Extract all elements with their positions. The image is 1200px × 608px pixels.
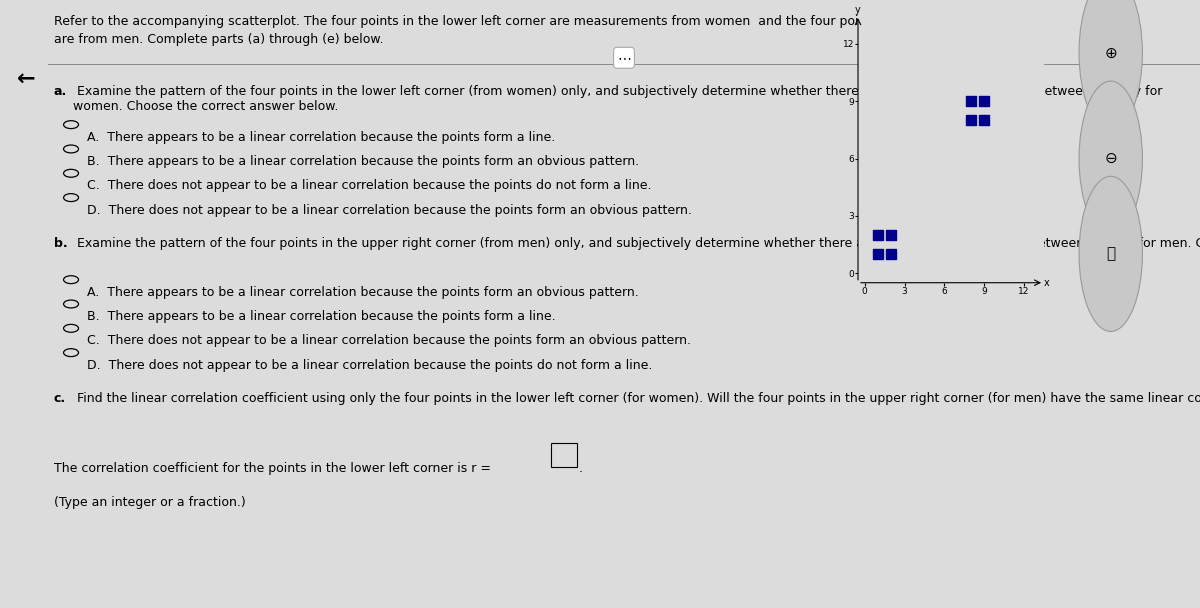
Text: ←: ← bbox=[17, 69, 36, 89]
Circle shape bbox=[1079, 0, 1142, 131]
Text: ⋯: ⋯ bbox=[617, 50, 631, 65]
Text: Find the linear correlation coefficient using only the four points in the lower : Find the linear correlation coefficient … bbox=[73, 392, 1200, 405]
Circle shape bbox=[1079, 81, 1142, 237]
Text: C.  There does not appear to be a linear correlation because the points do not f: C. There does not appear to be a linear … bbox=[88, 179, 652, 192]
Text: B.  There appears to be a linear correlation because the points form a line.: B. There appears to be a linear correlat… bbox=[88, 310, 556, 323]
Text: y: y bbox=[856, 5, 860, 15]
Text: D.  There does not appear to be a linear correlation because the points do not f: D. There does not appear to be a linear … bbox=[88, 359, 653, 371]
Text: C.  There does not appear to be a linear correlation because the points form an : C. There does not appear to be a linear … bbox=[88, 334, 691, 347]
Text: c.: c. bbox=[54, 392, 66, 405]
Point bbox=[961, 116, 980, 125]
Text: A.  There appears to be a linear correlation because the points form a line.: A. There appears to be a linear correlat… bbox=[88, 131, 556, 143]
Text: Examine the pattern of the four points in the upper right corner (from men) only: Examine the pattern of the four points i… bbox=[73, 237, 1200, 250]
Point bbox=[882, 249, 901, 259]
Bar bbox=[552, 443, 577, 467]
Text: ⊖: ⊖ bbox=[1104, 151, 1117, 166]
Point bbox=[869, 230, 888, 240]
Text: Refer to the accompanying scatterplot. The four points in the lower left corner : Refer to the accompanying scatterplot. T… bbox=[54, 15, 1036, 28]
Text: B.  There appears to be a linear correlation because the points form an obvious : B. There appears to be a linear correlat… bbox=[88, 155, 640, 168]
Point bbox=[869, 249, 888, 259]
Text: The correlation coefficient for the points in the lower left corner is r =: The correlation coefficient for the poin… bbox=[54, 462, 491, 475]
Text: x: x bbox=[1044, 278, 1050, 288]
Point bbox=[974, 116, 994, 125]
Text: .: . bbox=[580, 462, 583, 475]
Text: D.  There does not appear to be a linear correlation because the points form an : D. There does not appear to be a linear … bbox=[88, 204, 692, 216]
Text: A.  There appears to be a linear correlation because the points form an obvious : A. There appears to be a linear correlat… bbox=[88, 286, 638, 299]
Text: are from men. Complete parts (a) through (e) below.: are from men. Complete parts (a) through… bbox=[54, 33, 383, 46]
Text: Examine the pattern of the four points in the lower left corner (from women) onl: Examine the pattern of the four points i… bbox=[73, 85, 1163, 113]
Text: ⧄: ⧄ bbox=[1106, 246, 1115, 261]
Circle shape bbox=[1079, 176, 1142, 331]
Point bbox=[961, 96, 980, 106]
Text: b.: b. bbox=[54, 237, 67, 250]
Text: ⊕: ⊕ bbox=[1104, 46, 1117, 60]
Point bbox=[974, 96, 994, 106]
Text: (Type an integer or a fraction.): (Type an integer or a fraction.) bbox=[54, 496, 246, 508]
Text: a.: a. bbox=[54, 85, 67, 98]
Point bbox=[882, 230, 901, 240]
